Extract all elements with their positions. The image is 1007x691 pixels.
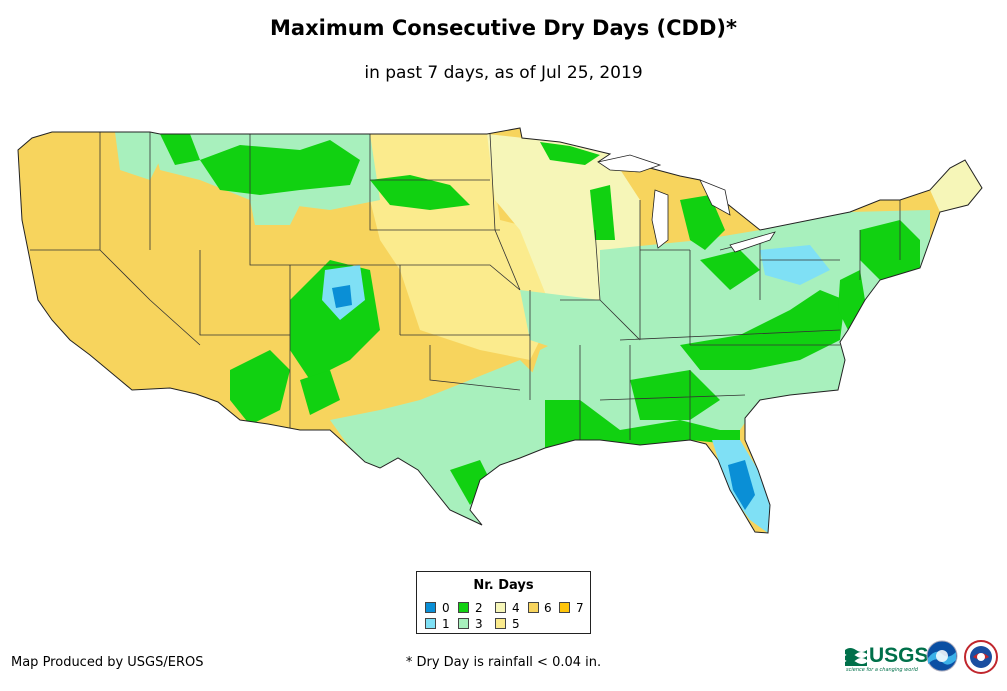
zone-ok-light-green — [520, 290, 610, 350]
zone-green-nw-mt — [160, 134, 200, 165]
zone-green-new-england — [860, 220, 920, 280]
legend-label-3: 3 — [475, 617, 483, 631]
zone-green-mid-atlantic — [680, 290, 845, 370]
state-lines — [30, 132, 901, 440]
zone-green-new-jersey — [838, 270, 865, 330]
zone-green-wisconsin — [590, 185, 615, 240]
legend-label-2: 2 — [475, 601, 483, 615]
lake-michigan — [651, 189, 669, 249]
zone-green-gulf — [545, 400, 740, 448]
zone-darkblue-florida — [728, 460, 755, 510]
usgs-wave-icon — [845, 648, 867, 666]
lake-superior — [596, 154, 662, 173]
zone-green-texas — [450, 460, 490, 505]
legend-swatch-2 — [458, 602, 469, 613]
legend-label-5: 5 — [512, 617, 520, 631]
map-subtitle: in past 7 days, as of Jul 25, 2019 — [364, 63, 643, 83]
legend-swatch-3 — [458, 618, 469, 629]
legend-label-6: 6 — [544, 601, 552, 615]
zone-green-ohio — [700, 250, 760, 290]
zone-green-ga — [630, 370, 720, 420]
zone-nw-light-green — [115, 132, 160, 180]
zone-green-nd — [370, 175, 470, 210]
zone-blue-wy — [250, 200, 300, 225]
legend-label-4: 4 — [512, 601, 520, 615]
zone-green-arizona — [230, 350, 290, 425]
zone-green-nm — [300, 370, 340, 415]
footnote-text: * Dry Day is rainfall < 0.04 in. — [405, 655, 602, 670]
legend-swatch-1 — [425, 618, 436, 629]
lake-huron — [699, 179, 731, 216]
legend-label-7: 7 — [576, 601, 584, 615]
zone-green-mn — [540, 142, 600, 165]
zone-darkblue-colorado — [332, 285, 352, 308]
credit-text: Map Produced by USGS/EROS — [11, 655, 204, 670]
map-title: Maximum Consecutive Dry Days (CDD)* — [270, 16, 737, 40]
usgs-wordmark: USGS — [869, 644, 929, 667]
noaa-logo-icon — [926, 640, 958, 672]
nws-logo-icon — [964, 640, 998, 674]
zone-new-england-north — [930, 160, 982, 212]
zone-blue-pa — [760, 245, 830, 285]
legend-swatch-7 — [559, 602, 570, 613]
legend-label-1: 1 — [442, 617, 450, 631]
zone-texas-light-green — [330, 360, 540, 525]
legend-swatch-4 — [495, 602, 506, 613]
legend-swatch-5 — [495, 618, 506, 629]
usgs-tagline: science for a changing world — [846, 667, 918, 673]
lake-erie — [729, 231, 776, 253]
legend: Nr. Days 0 2 4 6 7 1 3 5 — [416, 571, 591, 634]
zone-green-montana — [200, 140, 360, 195]
legend-swatch-0 — [425, 602, 436, 613]
legend-title: Nr. Days — [473, 578, 534, 593]
zone-green-michigan — [680, 195, 725, 250]
usgs-logo: USGS — [845, 643, 929, 669]
legend-label-0: 0 — [442, 601, 450, 615]
legend-swatch-6 — [528, 602, 539, 613]
